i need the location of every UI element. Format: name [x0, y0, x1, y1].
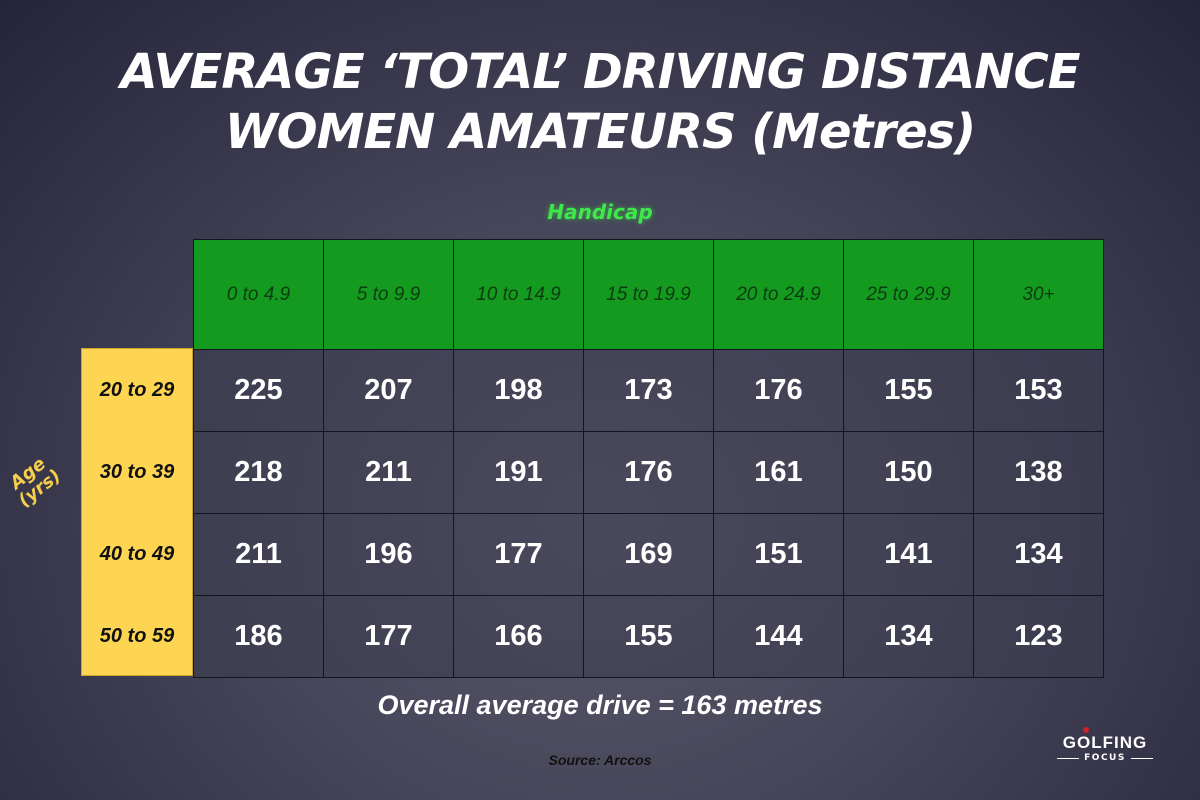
table-cell: 211 — [323, 431, 454, 514]
handicap-header: 0 to 4.9 — [193, 239, 324, 350]
table-cell: 211 — [193, 513, 324, 596]
handicap-header: 20 to 24.9 — [713, 239, 844, 350]
handicap-header: 30+ — [973, 239, 1104, 350]
age-row-label: 50 to 59 — [99, 625, 175, 647]
overall-average: Overall average drive = 163 metres — [377, 690, 823, 720]
table-cell: 225 — [193, 349, 324, 432]
table-cell: 218 — [193, 431, 324, 514]
table-row: 225 207 198 173 176 155 153 — [193, 349, 1104, 432]
flag-icon — [1083, 727, 1089, 733]
handicap-label: Handicap — [547, 200, 653, 224]
table-cell: 176 — [713, 349, 844, 432]
logo-line2: FOCUS — [1084, 753, 1126, 763]
table-cell: 138 — [973, 431, 1104, 514]
table-cell: 155 — [843, 349, 974, 432]
table-cell: 144 — [713, 595, 844, 678]
table-cell: 153 — [973, 349, 1104, 432]
divider — [1057, 757, 1080, 759]
table-cell: 169 — [583, 513, 714, 596]
age-row-label: 30 to 39 — [99, 461, 175, 483]
chart-title-line2: WOMEN AMATEURS (Metres) — [224, 104, 976, 160]
table-row: 186 177 166 155 144 134 123 — [193, 595, 1104, 678]
table-cell: 186 — [193, 595, 324, 678]
table-cell: 166 — [453, 595, 584, 678]
chart-title-line1: AVERAGE ‘TOTAL’ DRIVING DISTANCE — [120, 44, 1081, 100]
handicap-header: 10 to 14.9 — [453, 239, 584, 350]
table-cell: 151 — [713, 513, 844, 596]
handicap-header: 15 to 19.9 — [583, 239, 714, 350]
age-row-label: 20 to 29 — [99, 379, 175, 401]
divider — [1130, 757, 1153, 759]
logo-line1: GOLFING — [1062, 733, 1148, 752]
table-cell: 150 — [843, 431, 974, 514]
table-cell: 198 — [453, 349, 584, 432]
table-cell: 191 — [453, 431, 584, 514]
age-row-label: 40 to 49 — [99, 543, 175, 565]
table-cell: 161 — [713, 431, 844, 514]
distance-table: 0 to 4.9 5 to 9.9 10 to 14.9 15 to 19.9 … — [193, 239, 1104, 678]
handicap-header: 25 to 29.9 — [843, 239, 974, 350]
table-cell: 207 — [323, 349, 454, 432]
table-cell: 155 — [583, 595, 714, 678]
source-note: Source: Arccos — [548, 752, 652, 768]
table-cell: 123 — [973, 595, 1104, 678]
handicap-header: 5 to 9.9 — [323, 239, 454, 350]
table-row: 211 196 177 169 151 141 134 — [193, 513, 1104, 596]
golfing-focus-logo: GOLFING FOCUS — [1055, 727, 1155, 763]
table-cell: 177 — [453, 513, 584, 596]
handicap-header-row: 0 to 4.9 5 to 9.9 10 to 14.9 15 to 19.9 … — [193, 239, 1104, 350]
table-row: 218 211 191 176 161 150 138 — [193, 431, 1104, 514]
age-column: 20 to 29 30 to 39 40 to 49 50 to 59 — [81, 348, 193, 676]
table-cell: 196 — [323, 513, 454, 596]
logo-line2-wrap: FOCUS — [1055, 753, 1155, 763]
table-cell: 173 — [583, 349, 714, 432]
age-axis-label: Age (yrs) — [3, 451, 65, 511]
table-cell: 134 — [973, 513, 1104, 596]
table-cell: 141 — [843, 513, 974, 596]
table-cell: 177 — [323, 595, 454, 678]
table-cell: 134 — [843, 595, 974, 678]
table-cell: 176 — [583, 431, 714, 514]
